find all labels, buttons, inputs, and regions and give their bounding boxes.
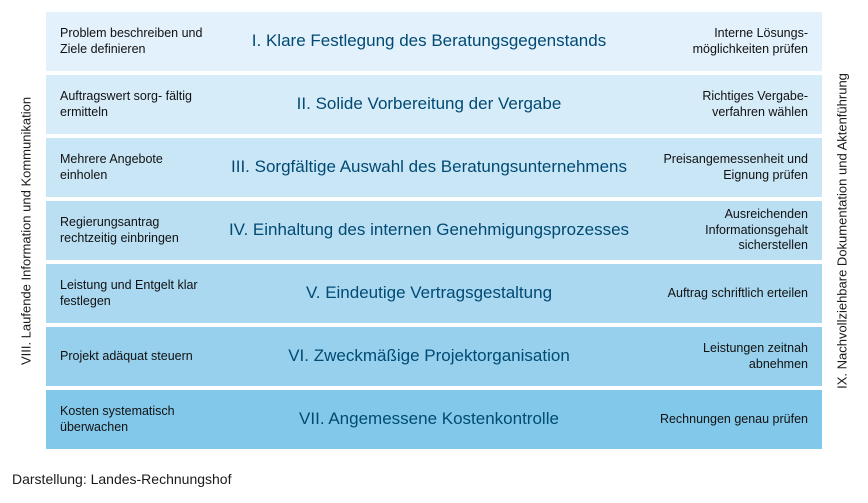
row-center-title: VI. Zweckmäßige Projektorganisation	[210, 346, 648, 366]
row-left-note: Auftragswert sorg- fältig ermitteln	[60, 89, 210, 120]
row-right-note: Richtiges Vergabe- verfahren wählen	[648, 89, 808, 120]
process-table: VIII. Laufende Information und Kommunika…	[12, 8, 856, 453]
side-column-left: VIII. Laufende Information und Kommunika…	[12, 8, 40, 453]
row-right-note: Leistungen zeitnah abnehmen	[648, 341, 808, 372]
row-center-title: IV. Einhaltung des internen Genehmigungs…	[210, 220, 648, 240]
row-left-note: Regierungsantrag rechtzeitig einbringen	[60, 215, 210, 246]
row-left-note: Leistung und Entgelt klar festlegen	[60, 278, 210, 309]
row-right-note: Interne Lösungs- möglichkeiten prüfen	[648, 26, 808, 57]
row-left-note: Kosten systematisch überwachen	[60, 404, 210, 435]
row-left-note: Projekt adäquat steuern	[60, 349, 210, 365]
table-row: Problem beschreiben und Ziele definieren…	[46, 12, 822, 71]
row-right-note: Rechnungen genau prüfen	[648, 412, 808, 428]
side-column-right: IX. Nachvollziehbare Dokumentation und A…	[828, 8, 856, 453]
side-label-ix: IX. Nachvollziehbare Dokumentation und A…	[835, 73, 850, 389]
row-center-title: VII. Angemessene Kostenkontrolle	[210, 409, 648, 429]
row-center-title: I. Klare Festlegung des Beratungsgegenst…	[210, 31, 648, 51]
side-label-viii: VIII. Laufende Information und Kommunika…	[19, 96, 34, 364]
row-right-note: Auftrag schriftlich erteilen	[648, 286, 808, 302]
row-right-note: Preisangemessenheit und Eignung prüfen	[648, 152, 808, 183]
row-left-note: Problem beschreiben und Ziele definieren	[60, 26, 210, 57]
row-center-title: V. Eindeutige Vertragsgestaltung	[210, 283, 648, 303]
row-right-note: Ausreichenden Informationsgehalt sichers…	[648, 207, 808, 254]
table-row: Leistung und Entgelt klar festlegenV. Ei…	[46, 264, 822, 323]
row-center-title: II. Solide Vorbereitung der Vergabe	[210, 94, 648, 114]
table-row: Regierungsantrag rechtzeitig einbringenI…	[46, 201, 822, 260]
table-row: Mehrere Angebote einholenIII. Sorgfältig…	[46, 138, 822, 197]
row-center-title: III. Sorgfältige Auswahl des Beratungsun…	[210, 157, 648, 177]
table-row: Kosten systematisch überwachenVII. Angem…	[46, 390, 822, 449]
table-row: Auftragswert sorg- fältig ermittelnII. S…	[46, 75, 822, 134]
table-row: Projekt adäquat steuernVI. Zweckmäßige P…	[46, 327, 822, 386]
rows-container: Problem beschreiben und Ziele definieren…	[40, 8, 828, 453]
caption: Darstellung: Landes-Rechnungshof	[12, 471, 856, 487]
row-left-note: Mehrere Angebote einholen	[60, 152, 210, 183]
